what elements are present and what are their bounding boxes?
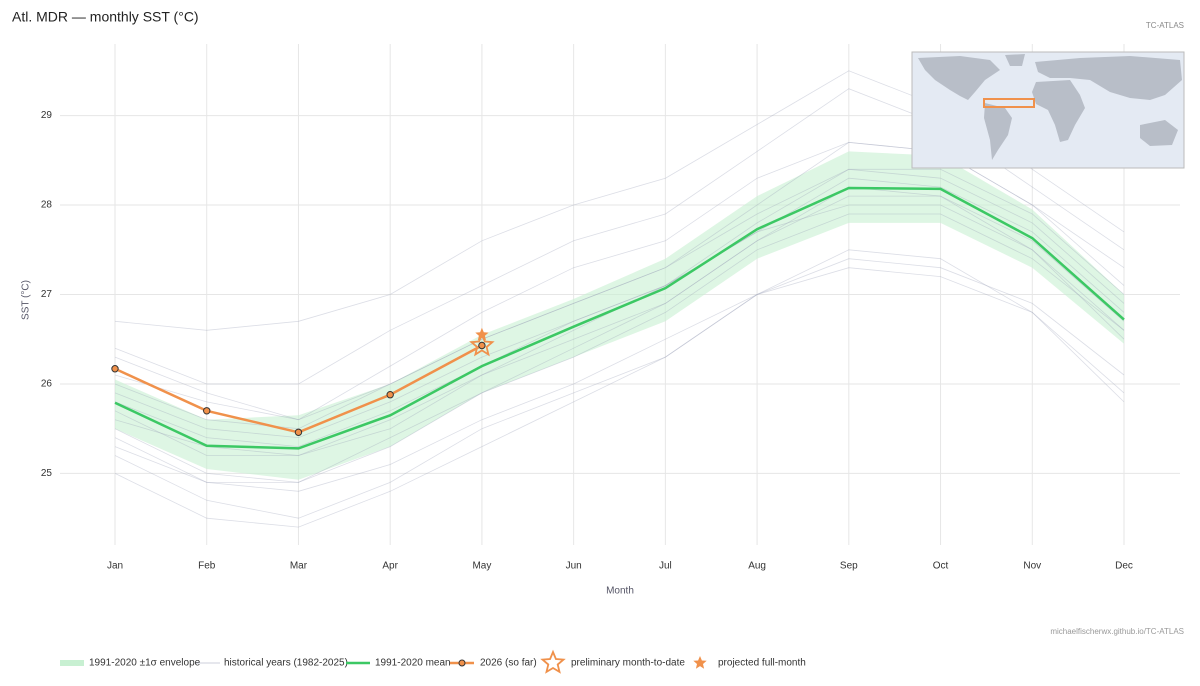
mdr-region bbox=[983, 98, 1035, 108]
x-tick-label: Jun bbox=[566, 561, 582, 572]
historical-line bbox=[114, 168, 1125, 439]
x-tick-label: Sep bbox=[840, 561, 858, 572]
envelope bbox=[115, 151, 1124, 480]
y-tick-label: 27 bbox=[41, 289, 53, 300]
x-axis-label: Month bbox=[606, 586, 634, 597]
series-point bbox=[294, 428, 303, 436]
map-inset bbox=[911, 51, 1185, 169]
preliminary-star bbox=[469, 332, 495, 357]
legend: 1991-2020 ±1σ envelope historical years (… bbox=[60, 649, 806, 674]
greenland bbox=[1005, 54, 1025, 66]
legend-swatch bbox=[540, 649, 566, 674]
x-tick-label: Nov bbox=[1023, 561, 1041, 572]
y-tick-label: 25 bbox=[41, 468, 53, 479]
south-america bbox=[984, 103, 1012, 160]
series-line bbox=[114, 186, 1125, 450]
credit: michaelfischerwx.github.io/TC-ATLAS bbox=[1050, 627, 1184, 636]
historical-line bbox=[114, 249, 1125, 519]
eurasia bbox=[1035, 56, 1182, 100]
series-point bbox=[386, 391, 394, 399]
historical-line bbox=[114, 204, 1125, 448]
legend-label: historical years (1982-2025) bbox=[224, 658, 348, 669]
x-tick-label: Feb bbox=[198, 561, 216, 572]
x-tick-label: Apr bbox=[382, 561, 398, 572]
legend-label: 1991-2020 mean bbox=[375, 658, 451, 669]
x-tick-label: Dec bbox=[1115, 561, 1133, 572]
x-tick-label: Mar bbox=[290, 561, 308, 572]
y-tick-label: 28 bbox=[41, 200, 53, 211]
legend-label: projected full-month bbox=[718, 658, 806, 669]
north-america bbox=[918, 56, 1000, 100]
series-point bbox=[111, 365, 119, 373]
x-tick-label: Oct bbox=[933, 561, 949, 572]
historical-line bbox=[114, 195, 1125, 456]
source: TC-ATLAS bbox=[1146, 21, 1184, 30]
historical-line bbox=[114, 267, 1125, 528]
historical-line bbox=[114, 186, 1125, 483]
x-tick-label: Jan bbox=[107, 561, 123, 572]
plot-area: Jan Feb Mar Apr May Jun Jul Aug Sep Oct Nov Dec 25 26… bbox=[41, 44, 1180, 572]
africa bbox=[1032, 80, 1085, 142]
australia bbox=[1140, 120, 1178, 146]
x-tick-label: Jul bbox=[659, 561, 672, 572]
historical-line bbox=[114, 258, 1125, 492]
y-tick-label: 26 bbox=[41, 379, 53, 390]
x-tick-label: Aug bbox=[748, 561, 766, 572]
x-tick-label: May bbox=[472, 561, 491, 572]
historical-line bbox=[114, 168, 1125, 421]
legend-label: 1991-2020 ±1σ envelope bbox=[89, 658, 201, 669]
series-point bbox=[203, 407, 211, 415]
legend-swatch bbox=[693, 656, 707, 669]
series-point bbox=[478, 341, 486, 350]
legend-label: 2026 (so far) bbox=[480, 658, 537, 669]
legend-swatch bbox=[60, 660, 84, 666]
legend-swatch bbox=[458, 659, 466, 667]
y-axis-label: SST (°C) bbox=[21, 280, 32, 320]
historical-line bbox=[114, 213, 1125, 483]
legend-label: preliminary month-to-date bbox=[571, 658, 685, 669]
chart-title: Atl. MDR — monthly SST (°C) bbox=[12, 9, 199, 25]
y-tick-label: 29 bbox=[41, 110, 53, 121]
projected-star bbox=[475, 327, 489, 341]
